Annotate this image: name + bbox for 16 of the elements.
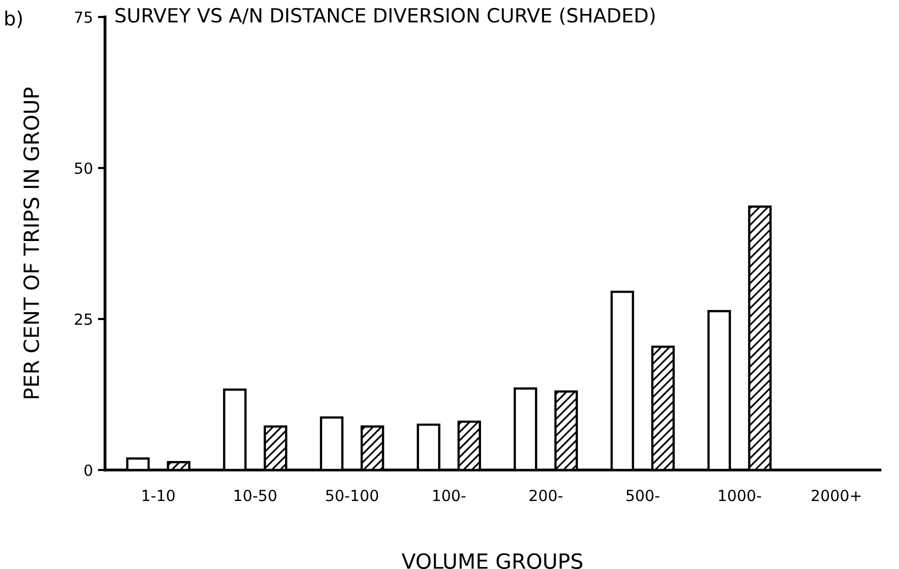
x-axis-title: VOLUME GROUPS [402,553,582,569]
x-tick-label: 2000+ [812,490,861,502]
chart-title: SURVEY VS A/N DISTANCE DIVERSION CURVE (SHADED) [116,8,655,25]
y-tick-label: 25 [74,313,92,326]
y-axis-title: PER CENT OF TRIPS IN GROUP [23,88,40,398]
y-tick-label: 0 [84,464,92,476]
x-tick-label: 100- [433,490,466,502]
x-tick-label: 1-10 [142,490,175,502]
y-tick-label: 75 [75,12,92,24]
y-tick-label: 50 [74,162,92,174]
x-tick-label: 50-100 [326,490,378,502]
text: b) [5,10,22,28]
x-tick-label: 200- [530,490,562,502]
x-tick-label: 1000- [719,490,761,502]
x-tick-label: 10-50 [234,490,276,502]
x-tick-label: 500- [626,490,660,502]
